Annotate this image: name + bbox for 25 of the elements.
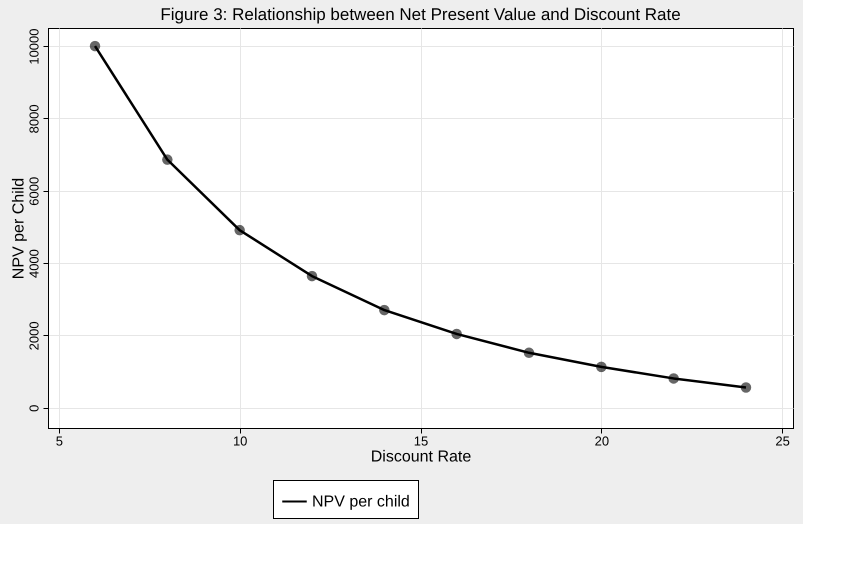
point: [740, 382, 752, 393]
point: [596, 362, 607, 372]
chart-title: Figure 3: Relationship between Net Present Value and Discount Rate: [160, 5, 681, 24]
x-axis-title: Discount Rate: [370, 448, 472, 466]
point: [379, 304, 390, 316]
y-tick-label: 2000: [26, 321, 42, 350]
y-tick-label: 8000: [26, 104, 42, 134]
x-tick-label: 10: [232, 434, 248, 448]
point: [451, 328, 462, 340]
point: [234, 224, 245, 236]
y-axis-title: NPV per Child: [10, 178, 28, 280]
legend-label: NPV per child: [312, 494, 410, 510]
point: [162, 154, 173, 165]
x-tick-label: 15: [414, 434, 428, 448]
y-tick-label: 10000: [26, 28, 42, 65]
x-tick-label: 5: [56, 434, 63, 448]
y-tick-label: 6000: [26, 176, 42, 206]
point: [90, 40, 100, 52]
point: [524, 348, 534, 358]
point: [306, 270, 318, 282]
x-tick-label: 20: [594, 434, 610, 448]
y-tick-label: 4000: [26, 249, 42, 278]
point: [668, 373, 679, 384]
y-tick-label: 0: [26, 404, 42, 412]
x-tick-label: 25: [775, 434, 790, 448]
